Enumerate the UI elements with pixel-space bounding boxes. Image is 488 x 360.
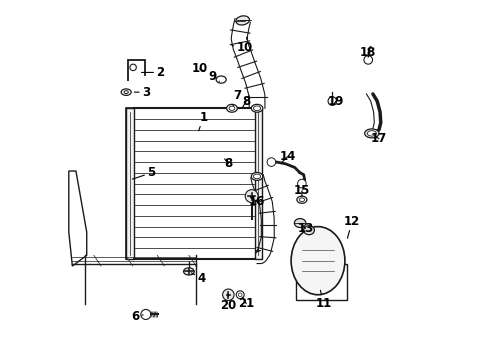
Circle shape xyxy=(363,55,372,64)
Ellipse shape xyxy=(236,16,249,25)
Ellipse shape xyxy=(253,106,260,111)
Ellipse shape xyxy=(226,104,237,112)
Text: 17: 17 xyxy=(370,132,386,145)
Bar xyxy=(126,108,134,259)
Circle shape xyxy=(236,291,244,299)
Ellipse shape xyxy=(364,129,378,138)
Circle shape xyxy=(141,310,151,319)
Circle shape xyxy=(266,158,275,166)
Text: 10: 10 xyxy=(191,62,207,75)
Text: 11: 11 xyxy=(315,290,331,310)
Ellipse shape xyxy=(251,172,262,180)
Text: 3: 3 xyxy=(134,86,150,99)
Circle shape xyxy=(222,289,234,301)
Text: 12: 12 xyxy=(343,215,360,238)
Text: 7: 7 xyxy=(233,89,241,106)
Text: 6: 6 xyxy=(131,310,143,323)
Text: 8: 8 xyxy=(242,95,250,108)
Polygon shape xyxy=(69,171,86,266)
Circle shape xyxy=(244,190,258,203)
Ellipse shape xyxy=(216,76,226,83)
Text: 21: 21 xyxy=(238,297,254,310)
Ellipse shape xyxy=(228,106,234,111)
Text: 14: 14 xyxy=(279,150,295,163)
Ellipse shape xyxy=(251,104,262,112)
Ellipse shape xyxy=(294,219,305,228)
Circle shape xyxy=(327,97,336,105)
Ellipse shape xyxy=(124,91,128,94)
Ellipse shape xyxy=(303,226,314,235)
Text: 8: 8 xyxy=(224,157,232,170)
Ellipse shape xyxy=(253,174,260,179)
Text: 9: 9 xyxy=(208,69,219,82)
Text: 19: 19 xyxy=(327,95,344,108)
Ellipse shape xyxy=(366,131,376,136)
Text: 10: 10 xyxy=(231,41,252,54)
Ellipse shape xyxy=(299,198,304,202)
Text: 20: 20 xyxy=(220,295,236,312)
Circle shape xyxy=(238,293,242,297)
Bar xyxy=(296,264,346,300)
Bar xyxy=(254,108,262,259)
Text: 2: 2 xyxy=(141,66,164,79)
Text: 15: 15 xyxy=(293,184,309,197)
Ellipse shape xyxy=(183,268,194,275)
Text: 5: 5 xyxy=(132,166,155,179)
Circle shape xyxy=(130,64,136,71)
Text: 18: 18 xyxy=(359,46,376,59)
Text: 13: 13 xyxy=(297,222,313,235)
Ellipse shape xyxy=(290,226,344,295)
Text: 16: 16 xyxy=(248,195,264,208)
Text: 4: 4 xyxy=(191,272,205,285)
Text: 1: 1 xyxy=(198,111,207,131)
Circle shape xyxy=(297,179,305,188)
Ellipse shape xyxy=(296,196,306,203)
Bar xyxy=(126,108,262,259)
Ellipse shape xyxy=(121,89,131,95)
